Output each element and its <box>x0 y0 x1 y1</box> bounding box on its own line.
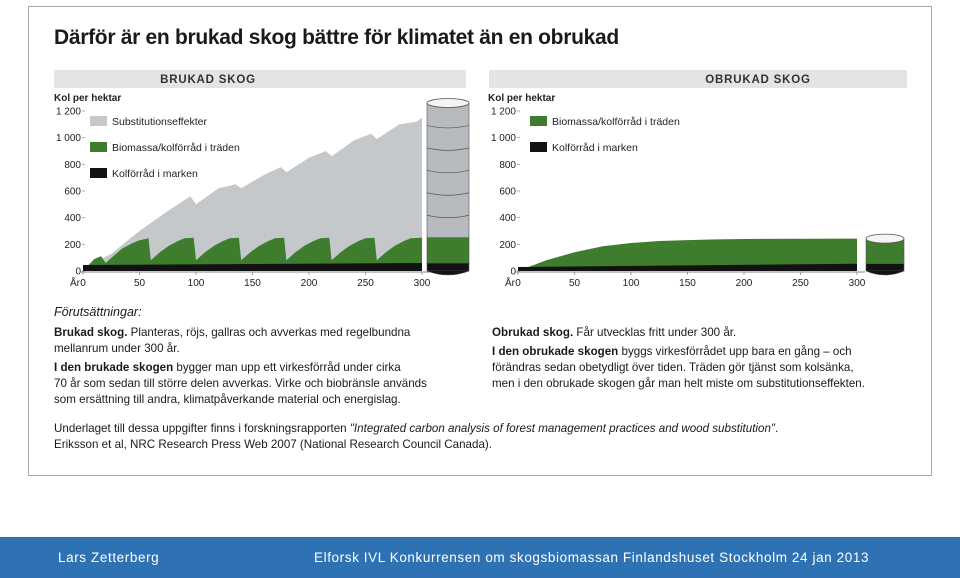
chart1-area-kolf-rr-d-i-marken <box>83 263 422 271</box>
managed-description-line4: 70 år som sedan till större delen avverk… <box>54 377 427 390</box>
chart1-legend-label: Kolförråd i marken <box>112 168 198 180</box>
managed-description-line5: som ersättning till andra, klimatpåverka… <box>54 393 401 406</box>
chart1-xtick-label: 150 <box>244 278 261 289</box>
chart2-cylinder-segment <box>865 263 905 272</box>
chart2-cylinder-base <box>865 270 905 276</box>
chart1-ylabel: Kol per hektar <box>54 93 121 104</box>
chart1-legend-swatch <box>90 142 107 152</box>
chart1-legend-label: Substitutionseffekter <box>112 116 207 128</box>
unmanaged-forest-text: byggs virkesförrådet upp bara en gång – … <box>618 345 852 358</box>
chart2-ytick-label: 1 000 <box>491 133 516 144</box>
source-period: . <box>775 422 779 435</box>
chart1-cylinder-ring <box>426 192 470 196</box>
managed-forest-text: bygger man upp ett virkesförråd under ci… <box>173 361 401 374</box>
chart2-legend-label: Kolförråd i marken <box>552 142 638 154</box>
chart2-xtick-label: 100 <box>623 278 640 289</box>
chart1-cylinder-base <box>426 270 470 276</box>
managed-text: Planteras, röjs, gallras och avverkas me… <box>127 326 411 339</box>
chart2-xtick-label: 300 <box>849 278 866 289</box>
unmanaged-description-line3: förändras sedan obetydligt över tiden. T… <box>492 361 854 374</box>
chart2-header-band <box>489 70 907 88</box>
chart1-xtick-label: 200 <box>301 278 318 289</box>
chart1-xtick-label: 250 <box>357 278 374 289</box>
source-line1: Underlaget till dessa uppgifter finns i … <box>54 421 778 437</box>
footer-author: Lars Zetterberg <box>58 550 160 565</box>
chart2-title: OBRUKAD SKOG <box>705 74 810 86</box>
charts-svg: BRUKAD SKOG Kol per hektar 0 200 400 600 800 1 … <box>54 70 907 289</box>
chart1-xtick-label: 50 <box>134 278 146 289</box>
chart1-cylinder-segment <box>426 237 470 264</box>
chart2-ytick-label: 0 <box>510 267 516 278</box>
page-title: Därför är en brukad skog bättre för klim… <box>54 26 619 49</box>
chart2-ytick-label: 800 <box>499 160 516 171</box>
chart1-area-biomassa-kolf-rr-d-i-tr-den <box>83 237 422 271</box>
unmanaged-description-line4: men i den obrukade skogen går man helt m… <box>492 377 865 390</box>
unmanaged-description-line1: Obrukad skog. Får utvecklas fritt under … <box>492 325 736 341</box>
chart2-xtick-label: 200 <box>736 278 753 289</box>
source-line2: Eriksson et al, NRC Research Press Web 2… <box>54 438 492 451</box>
chart2-xtick-label: 150 <box>679 278 696 289</box>
chart1-ytick-label: 800 <box>64 160 81 171</box>
unmanaged-description-line2: I den obrukade skogen byggs virkesförråd… <box>492 344 852 360</box>
managed-description-line2: mellanrum under 300 år. <box>54 342 180 355</box>
source-intro: Underlaget till dessa uppgifter finns i … <box>54 422 350 435</box>
chart2-ytick-label: 600 <box>499 187 516 198</box>
footer-bar <box>0 537 960 578</box>
assumptions-heading: Förutsättningar: <box>54 305 142 319</box>
chart1-legend-label: Biomassa/kolförråd i träden <box>112 142 240 154</box>
chart1-cylinder-top <box>426 98 470 108</box>
managed-forest-label: I den brukade skogen <box>54 361 174 374</box>
chart1-xtick-label: 100 <box>188 278 205 289</box>
unmanaged-text: Får utvecklas fritt under 300 år. <box>573 326 737 339</box>
chart1-header-band <box>54 70 466 88</box>
chart1-cylinder-ring <box>426 125 470 129</box>
chart1-area-substitutionseffekter <box>83 117 422 271</box>
chart2-xtick-label: 0 <box>515 278 521 289</box>
chart1-xtick-label: 0 <box>80 278 86 289</box>
chart1-xlabel: År <box>70 276 81 289</box>
chart2-ytick-label: 200 <box>499 240 516 251</box>
chart2-ytick-label: 1 200 <box>491 107 516 118</box>
managed-label: Brukad skog. <box>54 326 128 339</box>
chart2-xlabel: År <box>505 276 516 289</box>
chart2-xtick-label: 250 <box>792 278 809 289</box>
chart2-area-kolf-rr-d-i-marken <box>518 263 857 271</box>
chart1-ytick-label: 400 <box>64 213 81 224</box>
chart2-legend-swatch <box>530 116 547 126</box>
chart1-cylinder-ring <box>426 214 470 219</box>
chart1-cylinder-ring <box>426 147 470 151</box>
chart1-cylinder-segment <box>426 262 470 272</box>
chart1-ytick-label: 1 200 <box>56 107 81 118</box>
chart2-area-biomassa-kolf-rr-d-i-tr-den <box>518 238 857 271</box>
chart2-xtick-label: 50 <box>569 278 581 289</box>
chart2-legend-swatch <box>530 142 547 152</box>
managed-description-line1: Brukad skog. Planteras, röjs, gallras oc… <box>54 325 410 341</box>
chart2-ytick-label: 400 <box>499 213 516 224</box>
chart1-ytick-label: 0 <box>75 267 81 278</box>
chart1-ytick-label: 200 <box>64 240 81 251</box>
chart2-cylinder-top <box>865 233 905 244</box>
chart1-title: BRUKAD SKOG <box>160 74 256 86</box>
chart1-ytick-label: 1 000 <box>56 133 81 144</box>
chart2-ylabel: Kol per hektar <box>488 93 555 104</box>
chart1-xtick-label: 300 <box>414 278 431 289</box>
chart1-ytick-label: 600 <box>64 187 81 198</box>
chart1-cylinder-ring <box>426 169 470 174</box>
managed-description-line3: I den brukade skogen bygger man upp ett … <box>54 360 401 376</box>
chart1-legend-swatch <box>90 116 107 126</box>
unmanaged-forest-label: I den obrukade skogen <box>492 345 619 358</box>
footer-event: Elforsk IVL Konkurrensen om skogsbiomass… <box>314 550 870 565</box>
source-report-title: "Integrated carbon analysis of forest ma… <box>349 422 776 435</box>
chart2-legend-label: Biomassa/kolförråd i träden <box>552 116 680 128</box>
unmanaged-label: Obrukad skog. <box>492 326 574 339</box>
chart1-legend-swatch <box>90 168 107 178</box>
